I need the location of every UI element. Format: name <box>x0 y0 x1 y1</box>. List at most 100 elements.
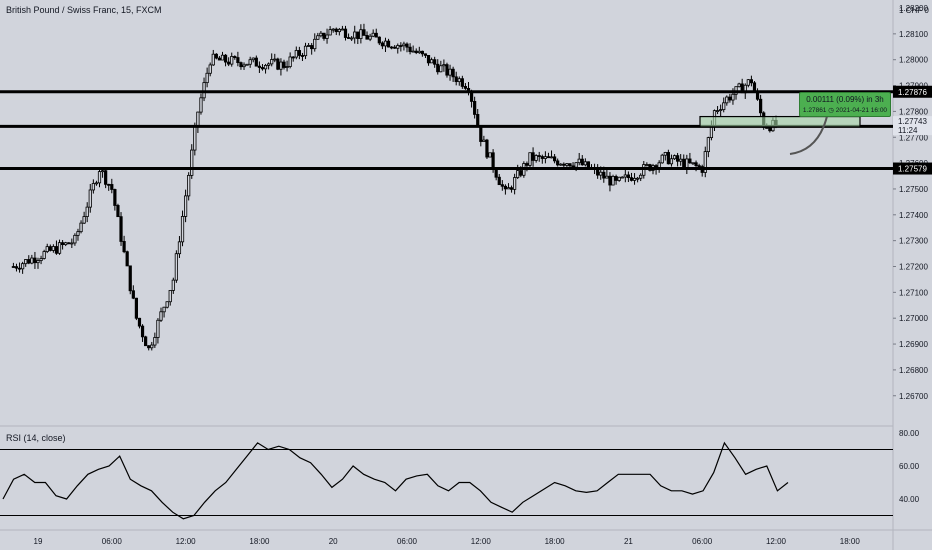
price-tick-label: 1.27400 <box>899 211 928 220</box>
candle-body <box>411 50 415 53</box>
candle-body <box>137 317 142 327</box>
price-tick-label: 1.27100 <box>899 288 928 297</box>
candle-body <box>42 251 46 259</box>
candle-body <box>205 72 209 84</box>
candle-body <box>377 36 381 44</box>
candle-body <box>251 57 255 61</box>
candle-body <box>82 216 86 224</box>
current-price-tag <box>893 116 932 136</box>
candle-body <box>122 241 126 253</box>
candle-body <box>580 158 584 166</box>
candle-body <box>116 205 120 218</box>
candle-body <box>460 78 464 87</box>
candle-body <box>245 63 249 66</box>
candle-body <box>306 45 311 47</box>
candle-body <box>91 183 95 191</box>
candle-body <box>104 170 108 185</box>
candle-body <box>682 158 686 169</box>
candle-body <box>731 93 735 101</box>
time-tick-label: 18:00 <box>840 537 861 546</box>
candle-body <box>300 55 305 57</box>
candle-body <box>636 177 640 180</box>
candle-body <box>165 301 169 308</box>
candle-body <box>679 158 683 162</box>
candle-body <box>353 31 357 39</box>
time-tick-label: 18:00 <box>249 537 270 546</box>
time-tick-label: 06:00 <box>397 537 418 546</box>
candle-body <box>626 174 631 179</box>
candle-body <box>451 68 455 78</box>
candle-body <box>534 155 538 161</box>
candle-body <box>202 82 206 99</box>
candle-body <box>67 242 71 245</box>
price-tick-label: 1.27700 <box>899 133 928 142</box>
candle-body <box>663 152 667 156</box>
candle-body <box>639 174 643 179</box>
candle-body <box>310 45 314 50</box>
candle-body <box>174 253 178 281</box>
currency-label: 1 CHF 0 <box>899 6 929 15</box>
price-projection-label[interactable]: 0.00111 (0.09%) in 3h 1.27861 ◷ 2021-04-… <box>799 92 891 117</box>
candle-body <box>685 158 689 169</box>
candle-body <box>402 43 406 47</box>
candle-body <box>546 156 551 159</box>
countdown-label: 11:24 <box>898 126 918 135</box>
drawing-overlays[interactable] <box>0 90 893 171</box>
candle-body <box>119 216 123 242</box>
candle-body <box>562 163 566 166</box>
candle-body <box>614 176 618 181</box>
candle-body <box>359 29 363 39</box>
candle-body <box>559 163 563 166</box>
projection-arrow <box>789 111 829 155</box>
candle-body <box>393 46 397 49</box>
candle-body <box>426 55 431 64</box>
candle-body <box>168 290 172 303</box>
candle-body <box>113 189 117 206</box>
candle-body <box>227 61 231 65</box>
candle-body <box>497 176 501 186</box>
candle-body <box>196 111 200 128</box>
candle-body <box>285 66 289 68</box>
candle-body <box>97 171 102 184</box>
price-tick-label: 1.27000 <box>899 314 928 323</box>
price-tick-label: 1.27300 <box>899 237 928 246</box>
price-tick-label: 1.26900 <box>899 340 928 349</box>
candle-body <box>319 32 323 37</box>
candle-body <box>340 28 345 31</box>
candle-body <box>156 319 160 338</box>
candle-body <box>768 127 772 132</box>
candle-body <box>500 184 504 187</box>
candle-body <box>617 176 621 181</box>
plot-background <box>0 0 893 550</box>
candle-body <box>267 63 271 66</box>
rsi-title: RSI (14, close) <box>6 433 66 443</box>
candle-body <box>688 158 692 164</box>
candle-body <box>356 31 360 39</box>
rsi-line <box>2 441 789 520</box>
candle-body <box>506 187 511 190</box>
candle-body <box>294 50 298 58</box>
candle-body <box>94 182 99 185</box>
projection-price: 1.27861 <box>802 107 827 114</box>
candle-body <box>473 101 477 115</box>
candle-body <box>153 337 157 346</box>
price-tick-label: 1.28100 <box>899 30 928 39</box>
candle-body <box>666 152 670 165</box>
candle-body <box>556 160 560 166</box>
price-axis[interactable]: 1.282001.281001.280001.279001.278001.277… <box>893 4 932 504</box>
level-price-tag <box>893 85 932 98</box>
candle-body <box>242 64 246 68</box>
candle-body <box>125 251 129 267</box>
candle-body <box>549 156 554 159</box>
time-axis[interactable]: 19 06:00 12:00 18:00 20 06:00 12:00 18:00 21 06:0… <box>34 537 861 546</box>
candle-body <box>131 290 135 299</box>
price-tick-label: 1.28200 <box>899 4 928 13</box>
candle-body <box>365 35 369 40</box>
candle-body <box>531 152 535 161</box>
rsi-tick-label: 80.00 <box>899 429 920 438</box>
candle-body <box>488 152 492 158</box>
candle-body <box>513 177 517 190</box>
candle-body <box>27 259 31 264</box>
